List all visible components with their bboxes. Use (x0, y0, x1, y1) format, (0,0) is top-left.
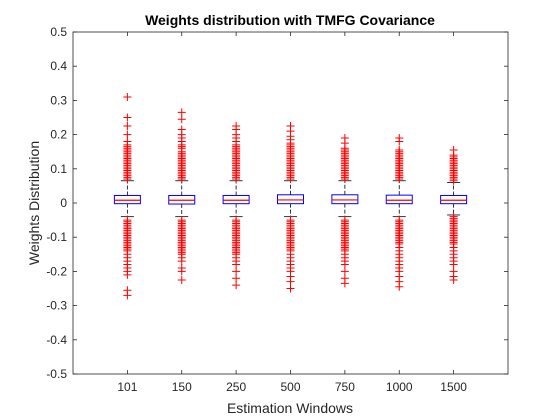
outlier-marker (177, 257, 186, 266)
box (113, 194, 141, 205)
plot-frame (72, 31, 509, 375)
outlier-marker (123, 113, 132, 122)
outlier-marker (123, 175, 132, 184)
outlier-marker (395, 137, 404, 146)
x-tick-label: 150 (172, 380, 192, 394)
outlier-marker (232, 260, 241, 269)
outlier-marker (123, 270, 132, 279)
x-tick-label: 750 (335, 380, 355, 394)
y-tick-label: -0.1 (46, 230, 67, 244)
y-tick-label: -0.4 (46, 333, 67, 347)
outlier-marker (177, 115, 186, 124)
outlier-marker (340, 279, 349, 288)
box (331, 194, 359, 205)
outlier-marker (123, 130, 132, 139)
outlier-marker (177, 267, 186, 276)
x-tick-label: 1500 (440, 380, 467, 394)
outlier-marker (177, 275, 186, 284)
outlier-marker (340, 267, 349, 276)
outlier-marker (286, 277, 295, 286)
outlier-marker (123, 291, 132, 300)
outlier-marker (232, 175, 241, 184)
outlier-marker (286, 175, 295, 184)
outlier-marker (177, 108, 186, 117)
y-tick-label: -0.3 (46, 299, 67, 313)
outlier-marker (449, 176, 458, 185)
y-tick-label: 0.1 (50, 162, 67, 176)
x-tick-label: 101 (117, 380, 137, 394)
outlier-marker (123, 92, 132, 101)
x-tick-label: 250 (226, 380, 246, 394)
box (277, 194, 304, 205)
y-tick-label: 0.2 (50, 128, 67, 142)
y-tick-label: -0.5 (46, 367, 67, 381)
x-axis-label: Estimation Windows (227, 400, 353, 416)
outlier-marker (123, 122, 132, 131)
outlier-marker (232, 274, 241, 283)
x-tick-label: 1000 (386, 380, 413, 394)
x-tick-label: 500 (280, 380, 300, 394)
outlier-marker (449, 275, 458, 284)
outlier-marker (177, 175, 186, 184)
y-axis-label: Weights Distribution (26, 141, 42, 265)
outlier-marker (449, 260, 458, 269)
outlier-marker (340, 175, 349, 184)
outlier-marker (395, 175, 404, 184)
outlier-marker (395, 282, 404, 291)
y-tick-label: 0.4 (50, 59, 67, 73)
chart-title: Weights distribution with TMFG Covarianc… (145, 12, 435, 28)
box (385, 194, 413, 205)
y-tick-label: 0.5 (50, 25, 67, 39)
box (440, 194, 468, 205)
outlier-marker (232, 281, 241, 290)
y-tick-label: 0.3 (50, 93, 67, 107)
box (222, 194, 250, 205)
y-tick-label: 0 (60, 196, 67, 210)
y-tick-label: -0.2 (46, 264, 67, 278)
outlier-marker (340, 260, 349, 269)
outlier-marker (286, 284, 295, 293)
outlier-marker (232, 267, 241, 276)
